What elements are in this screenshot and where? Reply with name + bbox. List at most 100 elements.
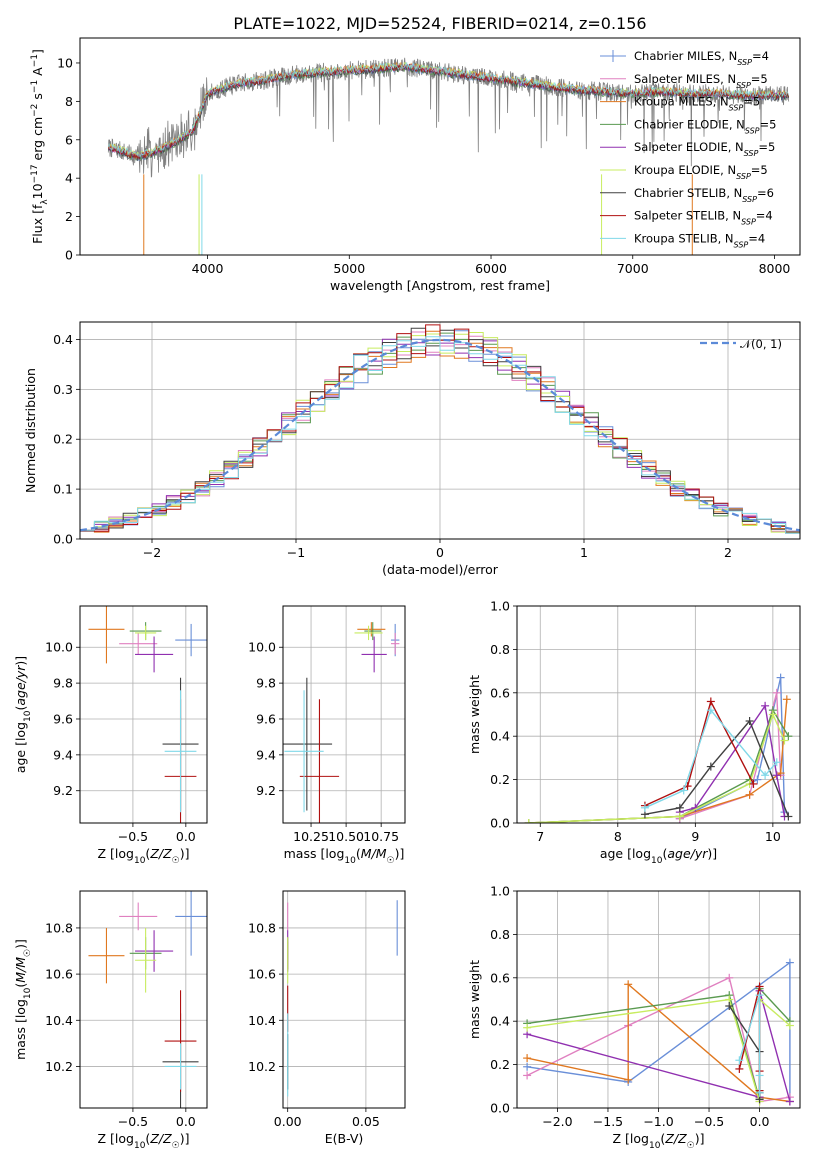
y-tick-label: 9.2 [53, 783, 73, 798]
y-tick-label: 9.8 [53, 676, 73, 691]
errorbar-chabrier-miles [175, 891, 207, 956]
mass-weight-vs-metallicity-panel: −2.0 −1.5 −1.0 −0.5 0.0 0.0 0.2 0.4 0.6 0.8 1.0 Z [… [467, 884, 801, 1151]
y-tick-label: 4 [65, 171, 73, 186]
errorbar-salpeter-miles [119, 632, 158, 655]
y-tick-label: 0.8 [490, 927, 510, 942]
plot-area [80, 891, 207, 1108]
axes-frame [79, 37, 801, 256]
axes-frame [79, 321, 801, 540]
x-tick-label: 2 [724, 545, 732, 560]
y-tick-label: 8 [65, 94, 73, 109]
y-axis-label: Normed distribution [23, 368, 38, 493]
plot-area [80, 322, 800, 539]
y-axis-label: mass [log10(M/M☉)] [13, 939, 33, 1060]
x-tick-label: 9 [691, 829, 699, 844]
weight-line [526, 961, 791, 1102]
plot-area [283, 891, 405, 1108]
errorbar-kroupa-stelib [164, 690, 197, 813]
axes-frame [79, 605, 208, 824]
y-tick-label: 9.2 [256, 783, 276, 798]
x-tick-label: 0.0 [750, 1114, 770, 1129]
errorbar-chabrier-stelib [283, 677, 333, 811]
errorbar-kroupa-elodie [354, 625, 383, 641]
x-tick-label: 8 [614, 829, 622, 844]
x-axis-label: wavelength [Angstrom, rest frame] [330, 278, 550, 293]
y-tick-label: 0.0 [490, 1101, 510, 1116]
spectrum-panel: 4000 5000 6000 7000 8000 0 2 4 6 8 10 wavelength [A… [30, 37, 801, 293]
x-tick-label: −2.0 [542, 1114, 572, 1129]
legend-entry: Chabrier STELIB, NSSP=6 [600, 186, 774, 204]
x-tick-label: 1 [580, 545, 588, 560]
y-tick-label: 10.4 [248, 1013, 276, 1028]
x-tick-label: 6000 [475, 261, 507, 276]
plot-area [517, 891, 800, 1108]
y-tick-label: 1.0 [490, 884, 510, 899]
y-tick-label: 10.8 [248, 920, 276, 935]
residual-histogram-panel: −2 −1 0 1 2 0.0 0.1 0.2 0.3 0.4 (data-model)/error… [23, 321, 801, 577]
y-tick-label: 0.8 [490, 642, 510, 657]
y-tick-label: 10.0 [45, 640, 73, 655]
y-axis-label: mass weight [467, 675, 482, 754]
x-tick-label: 0.0 [176, 1114, 196, 1129]
y-tick-label: 9.6 [256, 711, 276, 726]
y-tick-label: 10.6 [45, 967, 73, 982]
y-tick-label: 10.0 [248, 640, 276, 655]
weight-line [738, 994, 761, 1093]
y-tick-label: 10.2 [45, 1059, 73, 1074]
x-tick-label: −1.0 [643, 1114, 673, 1129]
legend-label: Chabrier STELIB, NSSP=6 [634, 186, 774, 204]
y-tick-label: 0.0 [490, 816, 510, 831]
y-tick-label: 10.6 [248, 967, 276, 982]
x-tick-label: 0 [436, 545, 444, 560]
x-tick-label: 7000 [617, 261, 649, 276]
y-axis-label: mass weight [467, 960, 482, 1039]
x-tick-label: −0.5 [118, 1114, 148, 1129]
x-axis-label: E(B-V) [325, 1131, 364, 1146]
legend-label: 𝒩(0, 1) [740, 337, 782, 351]
axes-frame [282, 890, 406, 1109]
x-tick-label: −2 [143, 545, 161, 560]
age-vs-metallicity-panel: −0.5 0.0 9.2 9.4 9.6 9.8 10.0 Z [log10(Z/Z☉)] ag… [13, 605, 208, 866]
plot-area [517, 606, 800, 823]
histogram-kroupa-stelib [80, 336, 800, 534]
plot-area [283, 606, 405, 823]
errorbar-salpeter-elodie [135, 930, 174, 972]
normal-curve [80, 338, 800, 532]
legend-label: Chabrier ELODIE, NSSP=5 [634, 117, 776, 135]
errorbar-kroupa-miles [88, 606, 125, 664]
axes-frame [282, 605, 406, 824]
legend-entry: Salpeter MILES, NSSP=5 [600, 72, 768, 90]
errorbar-salpeter-elodie [135, 636, 174, 673]
x-tick-label: 10.50 [328, 829, 364, 844]
axes-frame [516, 890, 801, 1109]
x-axis-label: age [log10(age/yr)] [600, 846, 717, 866]
weight-line [528, 708, 790, 823]
y-tick-label: 0.0 [53, 532, 73, 547]
y-tick-label: 9.4 [256, 747, 276, 762]
y-tick-label: 0.3 [53, 382, 73, 397]
errorbar-salpeter-miles [390, 632, 400, 655]
x-tick-label: −1 [287, 545, 305, 560]
y-tick-label: 0.6 [490, 685, 510, 700]
legend-label: Salpeter MILES, NSSP=5 [634, 72, 768, 90]
y-axis-label: age [log10(age/yr)] [13, 656, 33, 773]
x-tick-label: 10.75 [363, 829, 399, 844]
x-axis-label: mass [log10(M/M☉)] [284, 846, 405, 866]
weight-series-kroupa-miles [524, 695, 791, 823]
errorbar-salpeter-stelib [299, 699, 340, 823]
x-axis-label: Z [log10(Z/Z☉)] [98, 1131, 190, 1151]
model-spectrum-kroupa-stelib [107, 62, 790, 159]
y-tick-label: 6 [65, 132, 73, 147]
y-tick-label: 0.4 [490, 1014, 510, 1029]
legend-entry: Kroupa ELODIE, NSSP=5 [600, 163, 768, 181]
x-tick-label: 0.00 [274, 1114, 302, 1129]
y-tick-label: 0.2 [53, 432, 73, 447]
x-tick-label: −1.5 [593, 1114, 623, 1129]
mass-weight-vs-age-panel: 7 8 9 10 0.0 0.2 0.4 0.6 0.8 1.0 age [log10(age/yr… [467, 599, 801, 866]
y-tick-label: 0.4 [53, 332, 73, 347]
mass-vs-metallicity-panel: −0.5 0.0 10.2 10.4 10.6 10.8 Z [log10(Z/Z☉)] ma… [13, 890, 208, 1151]
x-tick-label: 4000 [192, 261, 224, 276]
x-tick-label: 10.25 [293, 829, 329, 844]
legend-entry: Kroupa STELIB, NSSP=4 [600, 231, 765, 249]
weight-series-kroupa-elodie [524, 710, 789, 823]
